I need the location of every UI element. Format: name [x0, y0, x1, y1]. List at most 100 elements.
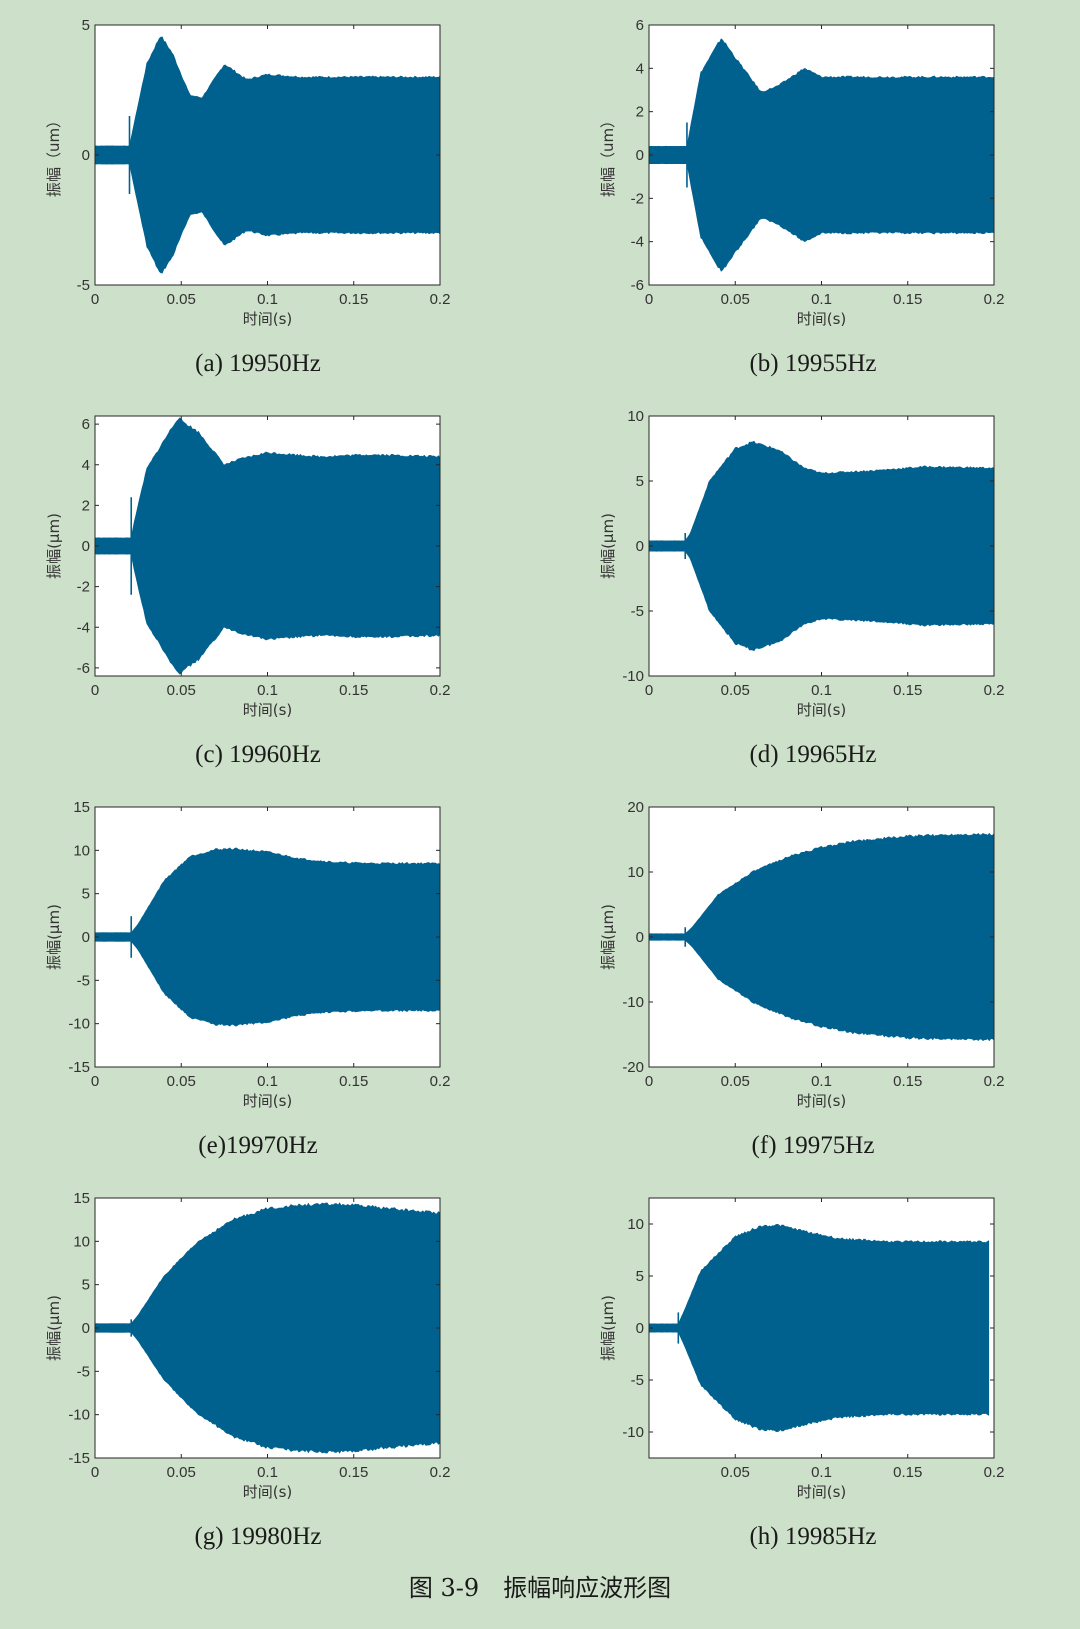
x-tick-label: 0.15	[893, 1464, 922, 1481]
x-tick-label: 0.05	[167, 1464, 196, 1481]
y-tick-label: -4	[77, 619, 90, 636]
caption-e: (e)19970Hz	[198, 1132, 318, 1159]
y-tick-label: 5	[82, 886, 90, 903]
x-tick-label: 0.2	[984, 1073, 1005, 1090]
x-tick-label: 0	[91, 1073, 99, 1090]
x-tick-label: 0.1	[811, 682, 832, 699]
y-tick-label: -5	[77, 1363, 90, 1380]
x-tick-label: 0.2	[430, 1464, 451, 1481]
y-tick-label: -5	[631, 1372, 644, 1389]
y-tick-label: 6	[636, 17, 644, 34]
x-axis-label: 时间(s)	[243, 1092, 293, 1110]
y-tick-label: -6	[631, 277, 644, 294]
y-tick-label: 5	[636, 473, 644, 490]
y-tick-label: 0	[82, 147, 90, 164]
x-tick-label: 0.15	[893, 682, 922, 699]
caption-f: (f) 19975Hz	[751, 1132, 875, 1159]
y-tick-label: -10	[622, 994, 644, 1011]
y-tick-label: -2	[77, 579, 90, 596]
x-tick-label: 0.05	[721, 1464, 750, 1481]
x-tick-label: 0.15	[339, 1464, 368, 1481]
x-tick-label: 0.05	[167, 291, 196, 308]
y-tick-label: -6	[77, 660, 90, 677]
caption-a: (a) 19950Hz	[195, 350, 321, 377]
y-tick-label: 15	[73, 799, 90, 816]
x-axis-label: 时间(s)	[797, 310, 847, 328]
x-tick-label: 0.15	[339, 682, 368, 699]
x-tick-label: 0.15	[339, 1073, 368, 1090]
x-tick-label: 0.2	[430, 682, 451, 699]
x-tick-label: 0.05	[167, 682, 196, 699]
x-tick-label: 0.05	[721, 1073, 750, 1090]
y-tick-label: 0	[82, 1320, 90, 1337]
x-tick-label: 0.2	[984, 682, 1005, 699]
y-tick-label: 0	[82, 929, 90, 946]
figure-title: 图 3-9 振幅响应波形图	[408, 1574, 672, 1602]
y-tick-label: 0	[636, 147, 644, 164]
x-tick-label: 0	[645, 1073, 653, 1090]
chart-c: 0 0.05 0.1 0.15 0.2 -6 -4 -2 0 2 4 6 时间(s) 振幅(μm)	[45, 415, 451, 719]
y-tick-label: 5	[82, 17, 90, 34]
x-tick-label: 0.05	[167, 1073, 196, 1090]
caption-g: (g) 19980Hz	[194, 1523, 322, 1550]
y-tick-label: 2	[636, 104, 644, 121]
y-tick-label: -15	[68, 1450, 90, 1467]
y-tick-label: -5	[77, 972, 90, 989]
chart-f: 0 0.05 0.1 0.15 0.2 -20 -10 0 10 20 时间(s) 振幅(μm)	[599, 799, 1004, 1110]
y-tick-label: 0	[636, 1320, 644, 1337]
y-axis-label: 振幅（um）	[45, 113, 63, 197]
x-axis-label: 时间(s)	[797, 701, 847, 719]
x-tick-label: 0.1	[257, 291, 278, 308]
y-tick-label: 15	[73, 1190, 90, 1207]
y-axis-label: 振幅(μm)	[45, 513, 63, 579]
x-axis-label: 时间(s)	[797, 1092, 847, 1110]
y-axis-label: 振幅(μm)	[45, 1295, 63, 1361]
x-axis-label: 时间(s)	[797, 1483, 847, 1501]
chart-h: 0.05 0.1 0.15 0.2 -10 -5 0 5 10 时间(s) 振幅(μm)	[599, 1197, 1005, 1501]
x-tick-label: 0	[91, 682, 99, 699]
y-tick-label: 5	[82, 1277, 90, 1294]
y-tick-label: 10	[627, 1216, 644, 1233]
x-tick-label: 0.1	[811, 1073, 832, 1090]
x-tick-label: 0.1	[257, 1073, 278, 1090]
x-tick-label: 0	[645, 682, 653, 699]
y-axis-label: 振幅(μm)	[599, 904, 617, 970]
x-tick-label: 0	[645, 291, 653, 308]
y-axis-label: 振幅(μm)	[45, 904, 63, 970]
y-tick-label: 0	[82, 538, 90, 555]
y-tick-label: 20	[627, 799, 644, 816]
y-tick-label: 0	[636, 929, 644, 946]
y-tick-label: 10	[73, 842, 90, 859]
y-tick-label: -10	[622, 668, 644, 685]
x-tick-label: 0.2	[984, 1464, 1005, 1481]
y-tick-label: 0	[636, 538, 644, 555]
y-tick-label: -5	[631, 603, 644, 620]
x-tick-label: 0.2	[430, 1073, 451, 1090]
x-tick-label: 0.1	[811, 1464, 832, 1481]
x-axis-label: 时间(s)	[243, 310, 293, 328]
y-axis-label: 振幅(μm)	[599, 513, 617, 579]
y-tick-label: 2	[82, 497, 90, 514]
signal-envelope	[648, 1223, 990, 1433]
x-tick-label: 0.1	[257, 682, 278, 699]
y-tick-label: 6	[82, 416, 90, 433]
x-tick-label: 0.05	[721, 291, 750, 308]
y-tick-label: 4	[82, 457, 90, 474]
x-tick-label: 0	[91, 291, 99, 308]
x-tick-label: 0.15	[893, 291, 922, 308]
chart-d: 0 0.05 0.1 0.15 0.2 -10 -5 0 5 10 时间(s) 振幅(μm)	[599, 408, 1004, 719]
caption-d: (d) 19965Hz	[749, 741, 877, 768]
y-tick-label: -10	[68, 1407, 90, 1424]
x-tick-label: 0.2	[430, 291, 451, 308]
y-tick-label: 10	[73, 1233, 90, 1250]
chart-b: 0 0.05 0.1 0.15 0.2 -6 -4 -2 0 2 4 6 时间(s) 振幅（um）	[599, 17, 1004, 328]
x-tick-label: 0.15	[893, 1073, 922, 1090]
y-tick-label: 10	[627, 408, 644, 425]
y-tick-label: 10	[627, 864, 644, 881]
y-tick-label: -10	[68, 1016, 90, 1033]
x-axis-label: 时间(s)	[243, 701, 293, 719]
y-tick-label: -4	[631, 234, 644, 251]
